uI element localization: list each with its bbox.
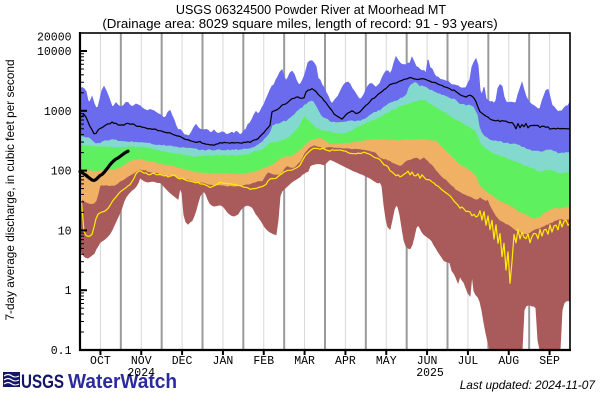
svg-text:USGS: USGS [21, 372, 64, 393]
svg-text:10000: 10000 [37, 46, 72, 59]
svg-text:2024: 2024 [127, 367, 155, 380]
svg-text:7-day average discharge, in cu: 7-day average discharge, in cubic feet p… [3, 59, 17, 320]
svg-text:2025: 2025 [416, 367, 444, 380]
svg-text:MAY: MAY [376, 355, 397, 368]
svg-text:1000: 1000 [44, 106, 72, 119]
svg-text:NOV: NOV [131, 355, 152, 368]
svg-text:DEC: DEC [172, 355, 193, 368]
svg-text:SEP: SEP [539, 355, 560, 368]
svg-text:Last updated: 2024-11-07: Last updated: 2024-11-07 [460, 378, 596, 392]
svg-text:JAN: JAN [213, 355, 234, 368]
svg-text:1: 1 [65, 285, 72, 298]
svg-text:USGS 06324500 Powder River at: USGS 06324500 Powder River at Moorhead M… [176, 3, 447, 17]
svg-text:MAR: MAR [294, 355, 315, 368]
svg-text:AUG: AUG [498, 355, 519, 368]
svg-text:APR: APR [335, 355, 356, 368]
svg-text:FEB: FEB [253, 355, 274, 368]
svg-text:OCT: OCT [90, 355, 111, 368]
svg-text:JUN: JUN [417, 355, 438, 368]
svg-text:JUL: JUL [458, 355, 479, 368]
svg-text:20000: 20000 [37, 32, 72, 45]
svg-text:10: 10 [58, 225, 72, 238]
svg-text:WaterWatch: WaterWatch [68, 371, 177, 393]
svg-text:(Drainage area: 8029 square mi: (Drainage area: 8029 square miles, lengt… [102, 16, 497, 31]
svg-text:100: 100 [51, 166, 72, 179]
svg-text:0.1: 0.1 [51, 345, 72, 358]
